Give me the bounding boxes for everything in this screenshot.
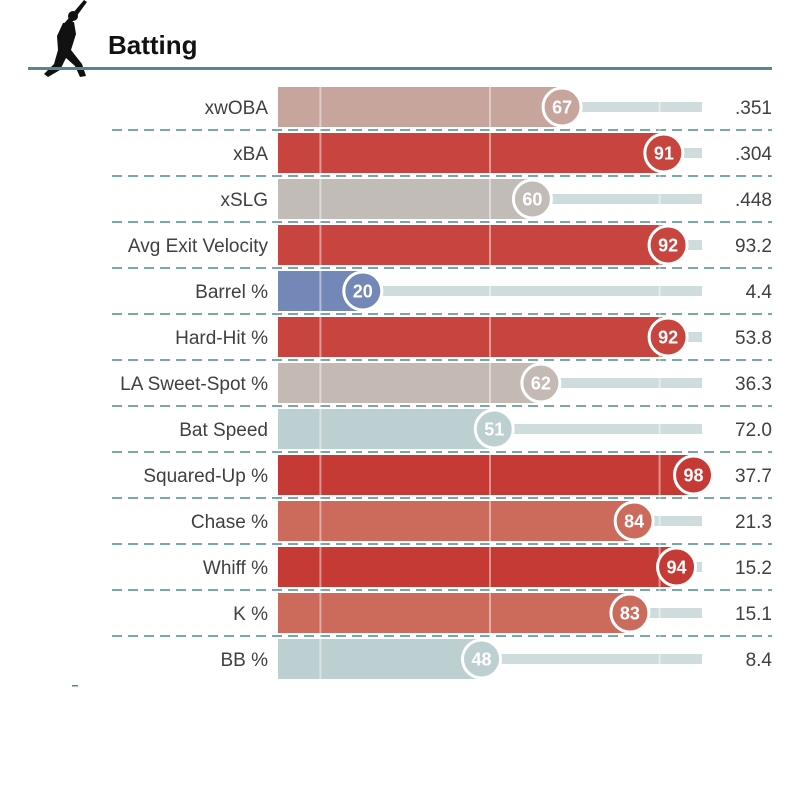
metric-label: Whiff % [203, 558, 268, 579]
metric-label: Squared-Up % [143, 466, 268, 487]
percentile-value: 67 [552, 98, 572, 118]
batter-silhouette-icon [44, 0, 87, 77]
percentile-value: 51 [484, 420, 504, 440]
metric-value: 4.4 [746, 282, 773, 303]
metric-label: LA Sweet-Spot % [120, 374, 268, 395]
percentile-badge [673, 454, 715, 496]
header-rule [28, 67, 772, 70]
percentile-value: 92 [658, 236, 678, 256]
metric-value: 93.2 [735, 236, 772, 257]
footnote-mark [72, 685, 78, 687]
percentile-value: 62 [531, 374, 551, 394]
percentile-bar [278, 501, 635, 541]
metric-value: 72.0 [735, 420, 772, 441]
percentile-bar [278, 179, 533, 219]
metric-value: 15.2 [735, 558, 772, 579]
percentile-bar [278, 87, 563, 127]
percentile-track [278, 286, 702, 296]
metric-label: Hard-Hit % [175, 328, 268, 349]
percentile-bar [278, 409, 495, 449]
percentile-bar [278, 547, 677, 587]
header: Batting [28, 0, 772, 77]
metric-value: 53.8 [735, 328, 772, 349]
percentile-badge [656, 546, 698, 588]
metric-label: Bat Speed [179, 420, 268, 441]
percentile-value: 84 [624, 512, 644, 532]
percentile-value: 83 [620, 604, 640, 624]
percentile-badge [461, 638, 503, 680]
percentile-badge [511, 178, 553, 220]
percentile-badge [609, 592, 651, 634]
metric-label: xBA [233, 144, 268, 165]
metric-value: 37.7 [735, 466, 772, 487]
percentile-bar [278, 639, 482, 679]
percentile-bar [278, 225, 669, 265]
metric-label: xwOBA [205, 98, 269, 119]
metric-label: K % [233, 604, 268, 625]
chart-title: Batting [108, 30, 198, 60]
percentile-badge [647, 224, 689, 266]
percentile-value: 98 [684, 466, 704, 486]
percentile-bar [278, 593, 630, 633]
percentile-badge [473, 408, 515, 450]
percentile-value: 20 [353, 282, 373, 302]
percentile-badge [643, 132, 685, 174]
metric-label: Chase % [191, 512, 268, 533]
metric-value: 36.3 [735, 374, 772, 395]
metric-value: .448 [735, 190, 772, 211]
percentile-value: 48 [472, 650, 492, 670]
metric-value: 21.3 [735, 512, 772, 533]
percentile-value: 94 [667, 558, 687, 578]
metric-value: 8.4 [746, 650, 773, 671]
percentile-bar [278, 133, 664, 173]
metric-value: 15.1 [735, 604, 772, 625]
percentile-badge [520, 362, 562, 404]
percentile-badge [647, 316, 689, 358]
percentile-value: 60 [522, 190, 542, 210]
percentile-badge [342, 270, 384, 312]
percentile-bar [278, 455, 694, 495]
metric-label: Avg Exit Velocity [128, 236, 269, 257]
metric-label: Barrel % [195, 282, 268, 303]
percentile-value: 92 [658, 328, 678, 348]
percentile-bar [278, 317, 669, 357]
metric-value: .304 [735, 144, 772, 165]
metric-value: .351 [735, 98, 772, 119]
percentile-value: 91 [654, 144, 674, 164]
percentile-bar [278, 363, 541, 403]
metric-label: xSLG [220, 190, 268, 211]
metric-label: BB % [220, 650, 268, 671]
percentile-badge [541, 86, 583, 128]
percentile-badge [613, 500, 655, 542]
